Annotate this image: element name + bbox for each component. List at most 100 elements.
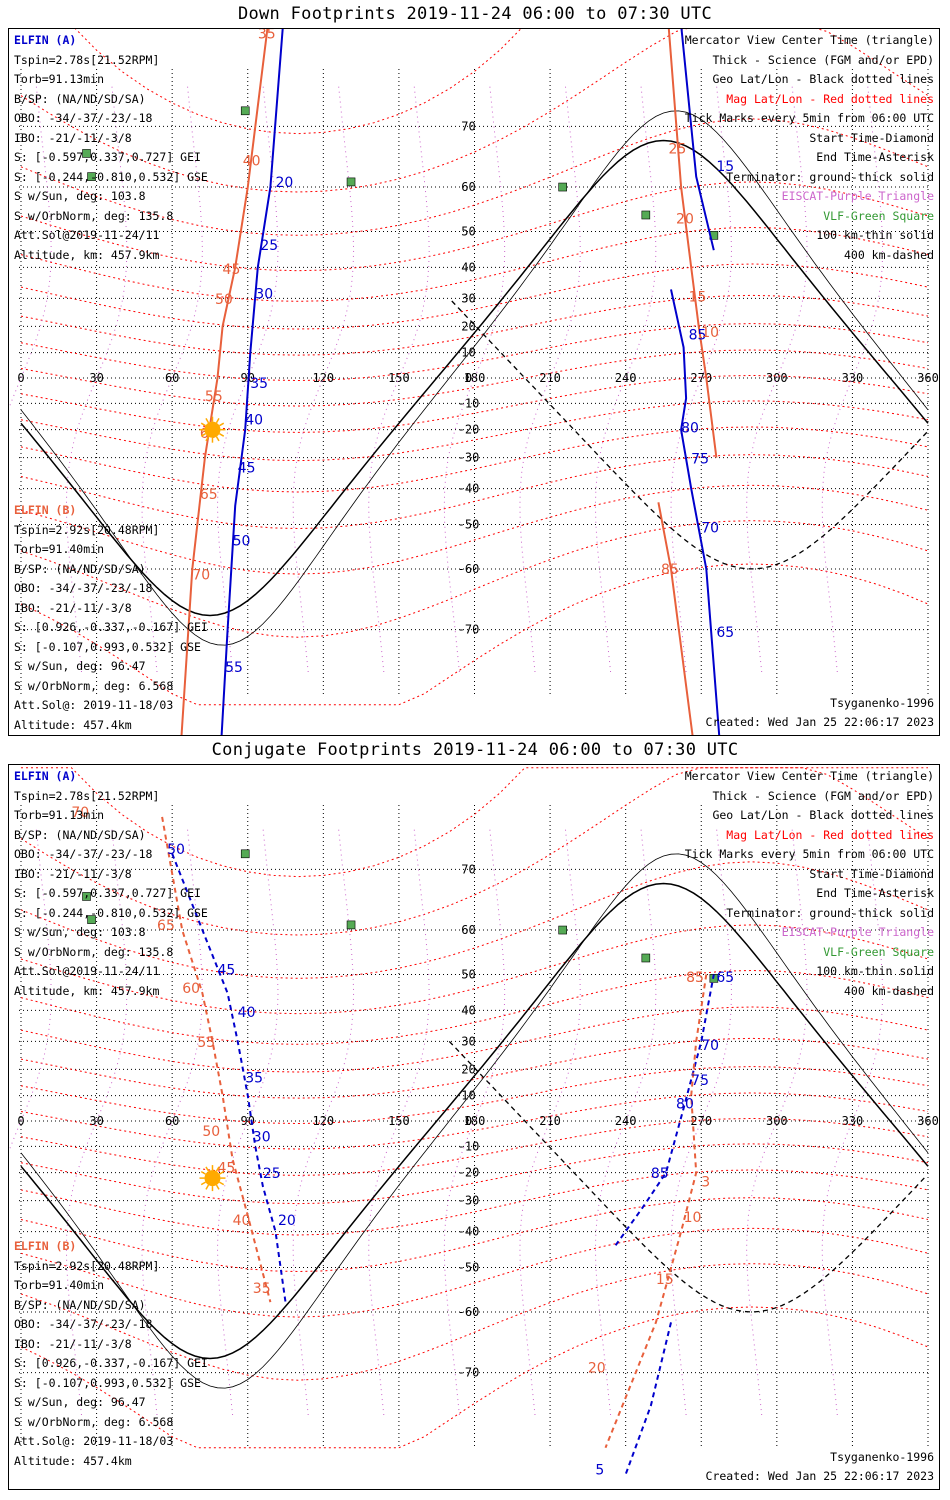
elfin-info-line: S: [-0.244,-0.810,0.532] GSE xyxy=(14,905,208,920)
track-tick-label: 70 xyxy=(701,1038,719,1054)
elfin-name: ELFIN (B) xyxy=(14,503,77,517)
elfin-info-line: B/SP: (NA/ND/SD/SA) xyxy=(14,1297,146,1312)
lon-tick-label: 60 xyxy=(165,1114,179,1128)
elfin-info-line: S: [0.926,-0.337,-0.167] GEI xyxy=(14,1356,208,1370)
lat-tick-label: 60 xyxy=(461,180,475,194)
lon-tick-label: 180 xyxy=(464,1114,486,1128)
elfin-b-info: ELFIN (B) Tspin=2.92s[20.48RPM] Torb=91.40… xyxy=(14,1237,208,1471)
lat-tick-label: 70 xyxy=(461,862,475,876)
created-label: Created: Wed Jan 25 22:06:17 2023 xyxy=(705,1469,934,1483)
legend: Mercator View Center Time (triangle) Thic… xyxy=(685,31,934,265)
lon-tick-label: 240 xyxy=(615,1114,637,1128)
track-tick-label: 70 xyxy=(192,567,210,583)
elfin-info-line: S: [-0.597,0.337,0.727] GEI xyxy=(14,886,201,900)
track-tick-label: 50 xyxy=(202,1124,220,1140)
lon-tick-label: 0 xyxy=(17,1114,24,1128)
lat-tick-label: -30 xyxy=(458,451,480,465)
vlf-station xyxy=(87,915,96,924)
mag-grid xyxy=(9,767,929,1449)
elfin-info-line: S w/OrbNorm, deg: 6.568 xyxy=(14,1414,174,1429)
legend-item: End Time-Asterisk xyxy=(816,886,934,900)
lat-tick-label: -60 xyxy=(458,1305,480,1319)
lon-tick-label: 120 xyxy=(312,1114,334,1128)
legend-item: Terminator: ground-thick solid xyxy=(726,169,934,184)
elfin-info-line: Altitude: 457.4km xyxy=(14,717,132,732)
elfin-name: ELFIN (A) xyxy=(14,769,77,783)
track-tick-label: 60 xyxy=(182,981,200,997)
lon-tick-label: 300 xyxy=(766,371,788,385)
lat-tick-label: -70 xyxy=(458,623,480,637)
elfin-info-line: S w/OrbNorm, deg: 135.8 xyxy=(14,944,174,959)
elfin-info-line: Att.Sol@2019-11-24/11 xyxy=(14,964,160,978)
lat-tick-label: 40 xyxy=(461,260,475,274)
elfin-info-line: Tspin=2.78s[21.52RPM] xyxy=(14,52,160,67)
track-tick-label: 75 xyxy=(691,452,709,468)
track-tick-label: 40 xyxy=(238,1005,256,1021)
track-tick-label: 35 xyxy=(258,29,276,43)
track-tick-label: 5 xyxy=(595,1462,604,1478)
lon-tick-label: 150 xyxy=(388,1114,410,1128)
track-tick-label: 10 xyxy=(701,325,719,341)
panel-title-down: Down Footprints 2019-11-24 06:00 to 07:3… xyxy=(237,4,713,24)
footprint-track xyxy=(614,974,715,1246)
track-tick-label: 45 xyxy=(218,962,236,978)
track-tick-label: 85 xyxy=(686,970,704,986)
legend-item: Terminator: ground-thick solid xyxy=(726,905,934,920)
footprint-track xyxy=(667,29,718,458)
footprint-track xyxy=(624,1322,672,1475)
elfin-info-line: OBO: -34/-37/-23/-18 xyxy=(14,581,153,595)
legend-item: VLF-Green Square xyxy=(823,944,934,959)
footprint-track xyxy=(657,502,694,735)
elfin-info-line: S: [-0.107,0.993,0.532] GSE xyxy=(14,1375,201,1390)
lat-tick-label: 20 xyxy=(461,1062,475,1076)
lat-tick-label: 0 xyxy=(465,371,472,385)
lat-tick-label: -40 xyxy=(458,1225,480,1239)
track-tick-label: 40 xyxy=(243,153,261,169)
track-tick-label: 3 xyxy=(701,1174,710,1190)
elfin-info-line: Tspin=2.92s[20.48RPM] xyxy=(14,1258,160,1273)
footprint-track xyxy=(670,289,721,735)
legend-item: 100 km-thin solid xyxy=(816,228,934,242)
vlf-station xyxy=(641,210,651,220)
track-tick-label: 75 xyxy=(691,1073,709,1089)
sun-icon xyxy=(199,416,226,443)
track-tick-label: 80 xyxy=(676,1096,694,1112)
track-tick-label: 55 xyxy=(225,660,243,676)
mag-grid xyxy=(9,29,929,706)
lat-tick-label: 30 xyxy=(461,291,475,305)
elfin-info-line: Att.Sol@: 2019-11-18/03 xyxy=(14,1434,174,1448)
panel-title-conjugate: Conjugate Footprints 2019-11-24 06:00 to… xyxy=(211,740,739,760)
lon-tick-label: 90 xyxy=(241,1114,255,1128)
footprint-track xyxy=(220,29,284,735)
lon-tick-label: 210 xyxy=(539,1114,561,1128)
lon-tick-label: 60 xyxy=(165,371,179,385)
elfin-info-line: S: [-0.107,0.993,0.532] GSE xyxy=(14,639,201,654)
track-tick-label: 15 xyxy=(716,159,734,175)
legend-item: End Time-Asterisk xyxy=(816,150,934,164)
track-tick-label: 85 xyxy=(661,562,679,578)
down-footprints-map: 0 30 60 90 120 150 180 210 240 270 300 330 360706050… xyxy=(9,29,939,735)
model-label: Tsyganenko-1996 xyxy=(830,696,934,710)
lat-tick-label: -10 xyxy=(458,1139,480,1153)
lat-tick-label: 40 xyxy=(461,1003,475,1017)
lon-tick-label: 30 xyxy=(89,1114,103,1128)
track-tick-label: 45 xyxy=(223,262,241,278)
footprint-track xyxy=(604,974,708,1449)
track-tick-label: 20 xyxy=(278,1213,296,1229)
lat-tick-label: -50 xyxy=(458,518,480,532)
geo-grid xyxy=(19,69,929,695)
vlf-station xyxy=(346,920,356,930)
footprint-track xyxy=(180,29,269,735)
legend-item: Mercator View Center Time (triangle) xyxy=(684,769,934,783)
elfin-info-line: Att.Sol@: 2019-11-18/03 xyxy=(14,698,174,712)
legend-item: Geo Lat/Lon - Black dotted lines xyxy=(712,72,934,86)
vlf-station xyxy=(82,149,91,158)
vlf-station xyxy=(240,106,250,116)
lon-tick-label: 300 xyxy=(766,1114,788,1128)
elfin-info-line: Altitude, km: 457.9km xyxy=(14,247,160,262)
elfin-a-info: ELFIN (A) Tspin=2.78s[21.52RPM] Torb=91.13… xyxy=(14,31,208,265)
elfin-info-line: S w/OrbNorm, deg: 6.568 xyxy=(14,678,174,693)
lon-tick-label: 30 xyxy=(89,371,103,385)
elfin-info-line: Tspin=2.78s[21.52RPM] xyxy=(14,788,160,803)
track-tick-label: 15 xyxy=(656,1272,674,1288)
